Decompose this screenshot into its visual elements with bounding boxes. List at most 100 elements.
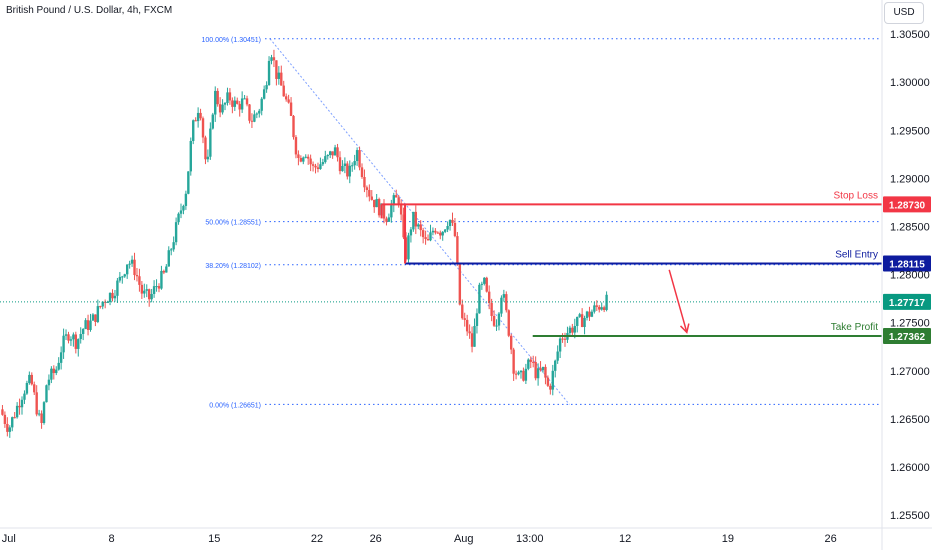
- candle-body: [236, 100, 239, 104]
- candle-body: [524, 368, 528, 381]
- candle-body: [429, 232, 432, 241]
- candle-body: [194, 120, 197, 122]
- x-tick-label: 8: [108, 533, 114, 545]
- candle-body: [192, 120, 195, 141]
- x-tick-label: 15: [208, 533, 220, 545]
- candle-body: [544, 366, 547, 378]
- candle-body: [6, 423, 9, 432]
- candle-body: [390, 205, 393, 218]
- candle-body: [402, 214, 405, 238]
- candle-body: [556, 351, 559, 361]
- y-tick-label: 1.27000: [890, 366, 930, 378]
- candle-body: [375, 199, 378, 208]
- candle-body: [86, 320, 90, 330]
- candle-body: [133, 259, 136, 276]
- take-profit-price-tag-text: 1.27362: [889, 332, 926, 343]
- fib-level-label: 50.00% (1.28551): [205, 220, 261, 227]
- candle-body: [377, 199, 381, 216]
- candle-body: [436, 232, 440, 234]
- candle-body: [18, 405, 21, 408]
- candle-body: [40, 413, 43, 423]
- candle-body: [8, 427, 11, 432]
- fib-level-label: 100.00% (1.30451): [201, 37, 261, 44]
- candle-body: [314, 165, 317, 168]
- candle-body: [385, 218, 388, 222]
- candle-body: [448, 219, 452, 227]
- candle-body: [89, 320, 92, 330]
- candle-body: [522, 370, 525, 381]
- candle-body: [598, 306, 601, 310]
- candle-body: [299, 158, 303, 162]
- candle-body: [419, 224, 422, 231]
- candle-body: [441, 231, 444, 236]
- candle-body: [321, 162, 325, 165]
- candle-body: [583, 317, 586, 327]
- candle-body: [116, 280, 119, 296]
- candle-body: [177, 213, 180, 223]
- candle-body: [509, 335, 513, 350]
- stop-loss-label: Stop Loss: [834, 190, 878, 201]
- candle-body: [495, 325, 498, 327]
- candle-body: [170, 249, 173, 251]
- candle-body: [148, 289, 151, 300]
- candle-body: [157, 286, 161, 289]
- candle-body: [221, 104, 224, 113]
- candle-body: [35, 392, 38, 415]
- candle-body: [554, 360, 557, 371]
- candle-body: [50, 368, 53, 380]
- fib-trendline: [269, 38, 570, 405]
- take-profit-price-tag: 1.27362: [883, 328, 931, 345]
- candle-body: [434, 230, 437, 233]
- candle-body: [473, 325, 476, 347]
- candle-body: [218, 104, 222, 113]
- currency-button[interactable]: USD: [884, 2, 924, 24]
- candle-body: [206, 156, 210, 160]
- candle-body: [28, 374, 31, 383]
- candle-body: [465, 319, 469, 332]
- candle-body: [316, 167, 320, 170]
- candle-body: [152, 286, 156, 294]
- candle-body: [253, 114, 256, 122]
- candle-body: [421, 230, 425, 238]
- candle-body: [588, 311, 591, 317]
- candle-body: [529, 359, 532, 362]
- candle-body: [451, 219, 454, 223]
- symbol-title: British Pound / U.S. Dollar, 4h, FXCM: [6, 5, 173, 16]
- candle-body: [351, 165, 354, 167]
- candle-body: [461, 304, 464, 319]
- candle-body: [424, 237, 427, 240]
- candle-body: [593, 305, 596, 312]
- candle-body: [468, 331, 471, 334]
- candle-body: [282, 85, 285, 97]
- candle-body: [297, 154, 300, 159]
- candle-body: [497, 313, 501, 326]
- candle-body: [160, 270, 163, 289]
- current-price-tag-bg: [883, 293, 931, 310]
- fibonacci-retracement[interactable]: 100.00% (1.30451) 50.00% (1.28551) 38.20% …: [201, 37, 882, 410]
- candle-body: [111, 292, 114, 299]
- candle-body: [485, 277, 488, 292]
- candle-body: [480, 283, 484, 285]
- candle-body: [94, 314, 97, 322]
- candle-body: [128, 263, 131, 265]
- candle-body: [571, 327, 574, 333]
- candle-body: [238, 103, 241, 110]
- candle-body: [585, 311, 589, 318]
- candle-body: [108, 292, 112, 303]
- candle-body: [426, 239, 430, 241]
- candle-body: [262, 89, 266, 99]
- candle-body: [331, 151, 334, 156]
- candle-body: [439, 232, 442, 236]
- candle-body: [287, 99, 290, 103]
- trade-levels[interactable]: Stop Loss 1.28730 Sell Entry 1.28115 Take Pr…: [0, 190, 931, 345]
- candle-body: [412, 211, 415, 230]
- candle-body: [25, 382, 29, 394]
- candle-body: [216, 90, 219, 105]
- candle-body: [79, 333, 82, 340]
- candle-body: [294, 137, 298, 155]
- candle-body: [182, 205, 185, 211]
- candle-body: [505, 294, 508, 311]
- y-tick-label: 1.28500: [890, 222, 930, 234]
- direction-arrow-head: [679, 323, 690, 334]
